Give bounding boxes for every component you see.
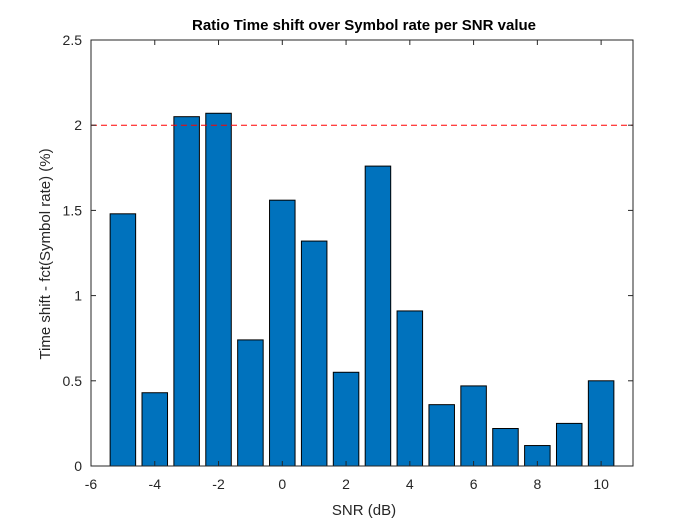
x-tick-label: -4 (149, 476, 162, 492)
bar (300, 240, 328, 467)
x-tick-label: 0 (278, 476, 286, 492)
y-tick-label: 0 (74, 458, 82, 474)
bar (237, 339, 264, 467)
x-tick-label: -2 (212, 476, 225, 492)
bar (269, 199, 296, 467)
x-tick-label: 10 (593, 476, 609, 492)
y-tick-label: 1.5 (63, 202, 83, 218)
bar (332, 371, 360, 467)
bar (587, 380, 615, 467)
bar (428, 404, 455, 467)
axes-box (90, 39, 634, 467)
x-axis-label: SNR (dB) (332, 502, 396, 519)
bar (460, 385, 487, 467)
x-tick-label: 2 (342, 476, 350, 492)
bar (364, 165, 392, 467)
y-axis-label: Time shift - fct(Symbol rate) (%) (37, 148, 54, 359)
bar (109, 213, 137, 467)
plot-area: -6 -4 -2 0 2 4 6 8 10 0 0.5 1 1.5 2 2.5 (63, 32, 634, 492)
y-tick-label: 1 (74, 288, 82, 304)
chart-title: Ratio Time shift over Symbol rate per SN… (192, 17, 536, 34)
bar (141, 392, 169, 467)
y-tick-label: 2 (74, 117, 82, 133)
y-tick-label: 0.5 (63, 373, 83, 389)
x-tick-label: -6 (85, 476, 98, 492)
bar (492, 428, 519, 467)
x-tick-label: 4 (406, 476, 414, 492)
x-tick-label: 8 (533, 476, 541, 492)
bar (173, 116, 200, 467)
bar (555, 422, 583, 467)
x-tick-label: 6 (470, 476, 478, 492)
bar (205, 112, 232, 467)
y-tick-label: 2.5 (63, 32, 83, 48)
bar (396, 310, 424, 467)
